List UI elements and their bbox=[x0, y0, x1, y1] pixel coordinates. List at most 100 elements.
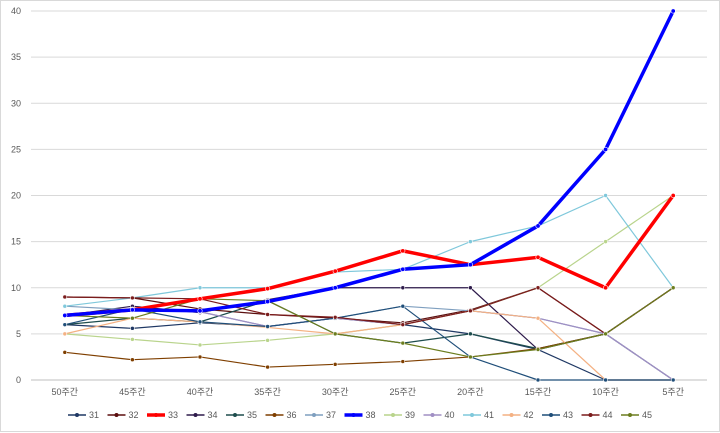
data-point-36 bbox=[400, 359, 406, 364]
x-tick-label: 15주간 bbox=[525, 387, 552, 397]
legend-marker-39 bbox=[391, 413, 395, 417]
data-point-43 bbox=[197, 319, 203, 325]
x-tick-label: 45주간 bbox=[119, 387, 146, 397]
data-point-44 bbox=[468, 308, 473, 314]
data-point-44 bbox=[265, 312, 270, 317]
data-point-38 bbox=[603, 146, 609, 152]
y-tick-label: 40 bbox=[11, 6, 21, 16]
data-point-36 bbox=[265, 364, 270, 370]
data-point-44 bbox=[332, 314, 338, 320]
y-tick-label: 15 bbox=[11, 237, 21, 247]
x-tick-label: 35주간 bbox=[254, 387, 281, 397]
data-point-36 bbox=[130, 357, 135, 363]
data-point-33 bbox=[332, 268, 338, 274]
x-tick-label: 20주간 bbox=[457, 387, 484, 397]
legend-label-37: 37 bbox=[326, 410, 336, 420]
data-point-38 bbox=[535, 223, 541, 229]
series-line-42 bbox=[64, 310, 674, 381]
data-point-45 bbox=[535, 347, 541, 352]
data-point-43 bbox=[535, 377, 541, 383]
data-point-35 bbox=[468, 331, 473, 337]
data-point-33 bbox=[400, 248, 406, 254]
series-line-45 bbox=[64, 287, 674, 358]
data-point-44 bbox=[130, 295, 135, 301]
data-point-43 bbox=[603, 377, 608, 383]
series-line-38 bbox=[64, 10, 675, 318]
y-tick-label: 35 bbox=[11, 52, 21, 62]
data-point-44 bbox=[62, 294, 68, 300]
data-point-36 bbox=[197, 354, 203, 360]
series-line-33 bbox=[64, 194, 675, 318]
data-point-31 bbox=[130, 326, 135, 331]
data-point-38 bbox=[197, 308, 203, 314]
series-line-44 bbox=[64, 287, 674, 335]
data-point-39 bbox=[265, 338, 270, 343]
legend-label-31: 31 bbox=[89, 410, 99, 420]
legend-label-38: 38 bbox=[366, 410, 376, 420]
legend-marker-36 bbox=[272, 413, 277, 417]
series-line-41 bbox=[64, 194, 674, 307]
legend-label-36: 36 bbox=[287, 410, 297, 420]
data-point-44 bbox=[400, 322, 406, 327]
x-tick-label: 5주간 bbox=[662, 387, 684, 397]
data-point-36 bbox=[62, 350, 68, 355]
data-point-38 bbox=[129, 307, 135, 313]
data-point-36 bbox=[332, 362, 338, 367]
data-point-34 bbox=[468, 285, 473, 291]
data-point-38 bbox=[467, 262, 473, 268]
data-point-38 bbox=[400, 266, 406, 272]
legend-label-43: 43 bbox=[563, 410, 573, 420]
legend-marker-34 bbox=[193, 413, 198, 417]
x-tick-label: 30주간 bbox=[322, 387, 349, 397]
y-tick-label: 10 bbox=[11, 283, 21, 293]
y-tick-label: 0 bbox=[16, 375, 21, 385]
legend-marker-41 bbox=[470, 413, 474, 417]
data-point-43 bbox=[670, 377, 676, 383]
data-point-43 bbox=[62, 322, 68, 327]
data-point-33 bbox=[535, 254, 541, 260]
legend-marker-45 bbox=[628, 413, 632, 417]
legend-label-42: 42 bbox=[524, 410, 534, 420]
legend-label-34: 34 bbox=[208, 410, 218, 420]
legend-marker-37 bbox=[312, 413, 316, 417]
legend-label-45: 45 bbox=[642, 410, 652, 420]
x-tick-label: 10주간 bbox=[592, 387, 619, 397]
data-point-45 bbox=[670, 285, 676, 291]
data-point-42 bbox=[62, 331, 68, 337]
legend-marker-42 bbox=[509, 413, 514, 417]
legend-label-40: 40 bbox=[445, 410, 455, 420]
legend-marker-43 bbox=[549, 413, 553, 417]
data-point-38 bbox=[670, 8, 676, 14]
data-point-43 bbox=[265, 324, 270, 329]
y-tick-label: 5 bbox=[16, 329, 21, 339]
legend-marker-38 bbox=[351, 413, 356, 417]
data-point-41 bbox=[468, 239, 473, 244]
data-point-45 bbox=[603, 331, 608, 337]
y-tick-label: 25 bbox=[11, 144, 21, 154]
legend-marker-33 bbox=[154, 413, 158, 417]
legend-marker-31 bbox=[75, 413, 79, 417]
x-tick-label: 25주간 bbox=[390, 387, 417, 397]
data-point-41 bbox=[603, 193, 608, 198]
data-point-33 bbox=[197, 296, 203, 302]
legend-marker-40 bbox=[430, 413, 435, 417]
data-point-33 bbox=[265, 286, 271, 292]
legend-marker-32 bbox=[114, 413, 119, 417]
legend-label-32: 32 bbox=[129, 410, 139, 420]
y-tick-label: 20 bbox=[11, 191, 21, 201]
data-point-43 bbox=[400, 303, 406, 309]
series-line-31 bbox=[64, 317, 674, 381]
series-line-43 bbox=[64, 305, 674, 381]
data-point-38 bbox=[62, 312, 68, 318]
series-line-36 bbox=[64, 287, 674, 368]
data-point-39 bbox=[130, 337, 135, 342]
data-point-45 bbox=[468, 354, 473, 360]
y-tick-label: 30 bbox=[11, 98, 21, 108]
data-point-39 bbox=[197, 342, 203, 348]
data-point-44 bbox=[535, 285, 541, 291]
legend-label-35: 35 bbox=[247, 410, 257, 420]
data-point-45 bbox=[130, 315, 135, 321]
data-point-33 bbox=[670, 193, 676, 199]
